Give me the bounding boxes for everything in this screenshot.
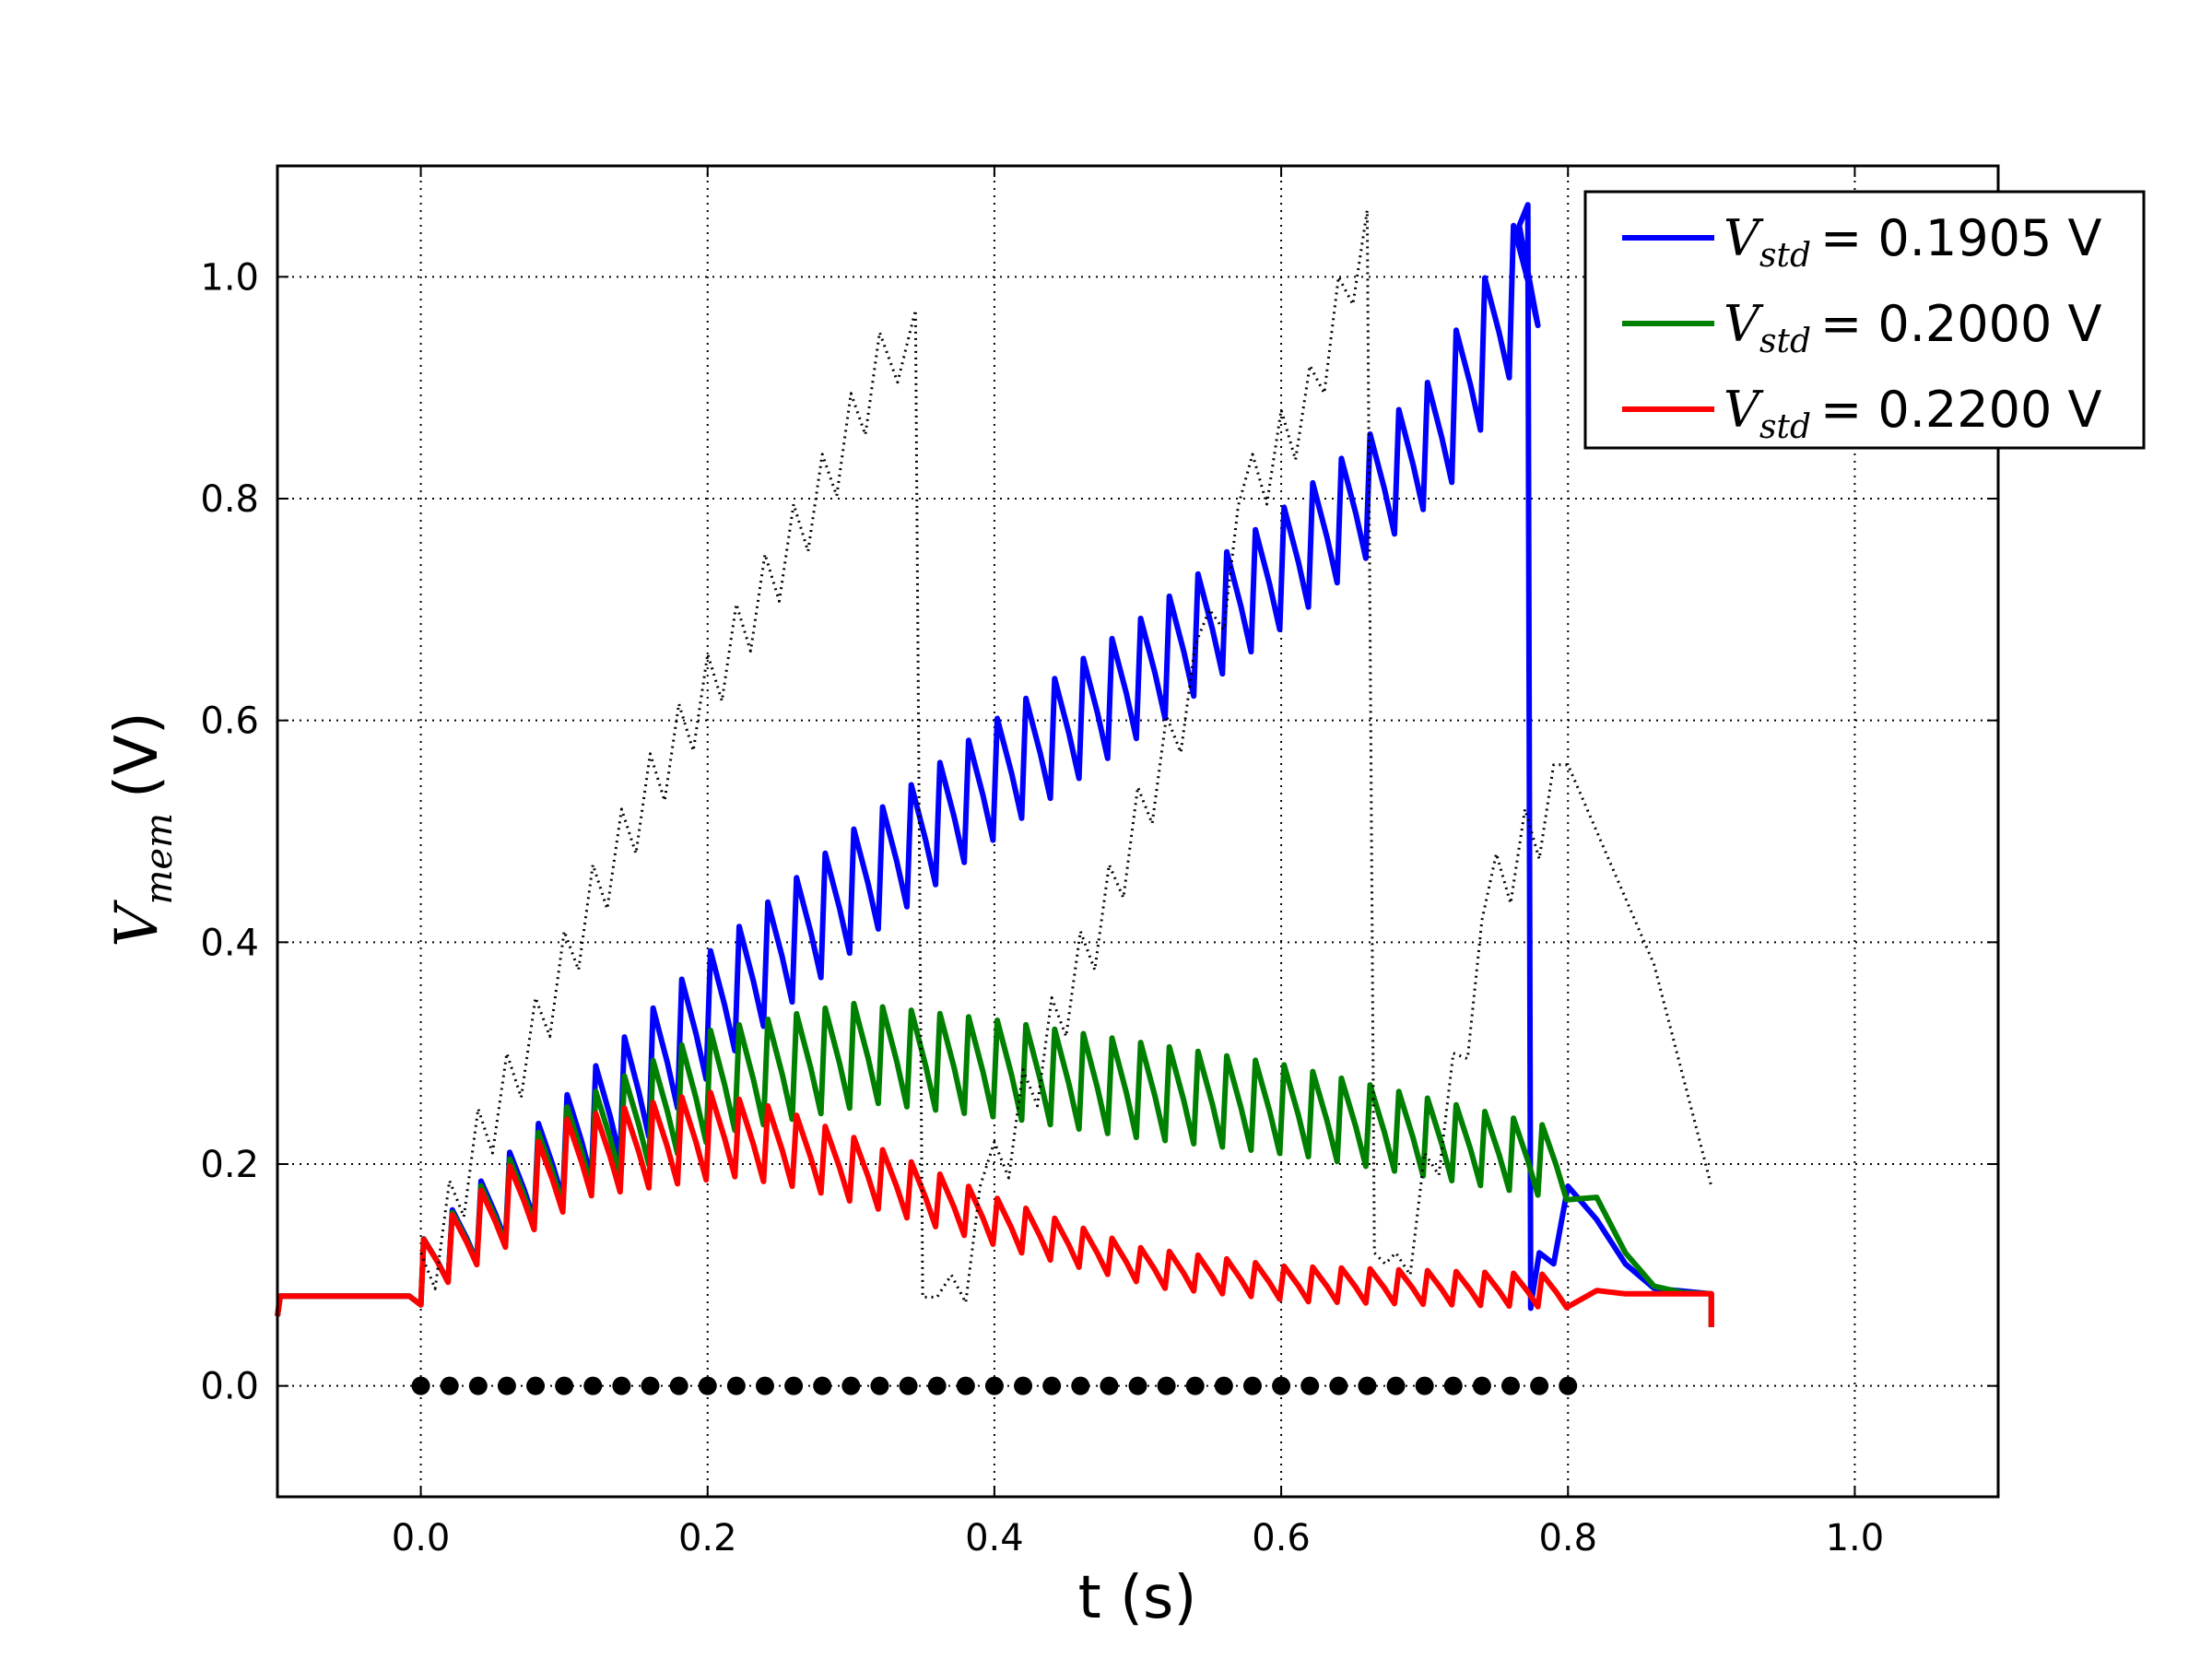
spike-marker [726,1376,746,1395]
legend-label: Vstd = 0.1905 V [1724,209,2102,275]
spike-marker [1443,1376,1463,1395]
spike-marker [1042,1376,1062,1395]
series-line-2 [275,1089,1714,1327]
x-tick-label: 0.4 [965,1517,1024,1559]
spike-marker [1530,1376,1549,1395]
x-tick-label: 0.2 [678,1517,737,1559]
spike-marker [1559,1376,1578,1395]
y-tick-label: 0.0 [200,1366,259,1408]
legend-label: Vstd = 0.2000 V [1724,295,2102,360]
x-tick-label: 0.0 [392,1517,451,1559]
series-line-3 [419,208,1713,1304]
spike-marker [440,1376,459,1395]
spike-marker [813,1376,832,1395]
axes-frame [276,164,2000,1499]
spike-marker [755,1376,774,1395]
y-tick-label: 0.4 [200,922,259,964]
spike-marker [841,1376,861,1395]
spike-marker [1071,1376,1090,1395]
spike-marker [1014,1376,1033,1395]
y-axis-label: Vmem (V) [103,712,181,947]
spike-marker [1185,1376,1205,1395]
x-tick-label: 1.0 [1826,1517,1885,1559]
spike-marker [411,1376,430,1395]
spike-marker [1128,1376,1147,1395]
spike-marker [526,1376,546,1395]
y-tick-label: 0.8 [200,478,259,521]
spike-marker [1415,1376,1434,1395]
spike-marker [1472,1376,1491,1395]
spike-marker [612,1376,631,1395]
x-tick-label: 0.8 [1538,1517,1597,1559]
spike-marker [1300,1376,1320,1395]
spike-marker [497,1376,516,1395]
ticks: 0.0 0.2 0.4 0.6 0.8 1.0 0.0 0.2 0.4 0.6 0.8 1.0 [200,166,1998,1559]
y-tick-label: 0.2 [200,1144,259,1186]
plot-area [275,202,1714,1395]
legend-box [1583,190,2146,450]
spike-marker [984,1376,1004,1395]
x-axis-label: t (s) [1078,1564,1197,1632]
spike-marker [899,1376,918,1395]
spike-marker [468,1376,488,1395]
spike-marker [583,1376,603,1395]
spike-marker [870,1376,889,1395]
y-axis-label-symbol: V [103,900,171,947]
legend-label: Vstd = 0.2200 V [1724,381,2102,446]
y-axis-label-subscript: mem [138,813,181,905]
spike-marker [1329,1376,1348,1395]
svg-text:Vmem(V): Vmem (V) [103,712,181,947]
legend: Vstd = 0.1905 V Vstd = 0.2000 V Vstd = 0.2200… [1583,190,2146,450]
x-tick-label: 0.6 [1252,1517,1311,1559]
spike-marker [669,1376,688,1395]
spike-marker [1100,1376,1119,1395]
spike-marker [1358,1376,1377,1395]
spike-marker [698,1376,717,1395]
spike-marker [784,1376,804,1395]
y-axis-label-unit: (V) [103,712,171,798]
y-tick-label: 1.0 [200,256,259,299]
spike-marker [1501,1376,1521,1395]
spike-marker [956,1376,975,1395]
spike-marker [641,1376,660,1395]
spike-marker [1242,1376,1262,1395]
spike-marker [1214,1376,1233,1395]
spike-marker [1157,1376,1176,1395]
spike-marker [927,1376,947,1395]
spike-marker [555,1376,574,1395]
spike-marker [1386,1376,1406,1395]
spike-marker [1272,1376,1291,1395]
y-tick-label: 0.6 [200,700,259,743]
